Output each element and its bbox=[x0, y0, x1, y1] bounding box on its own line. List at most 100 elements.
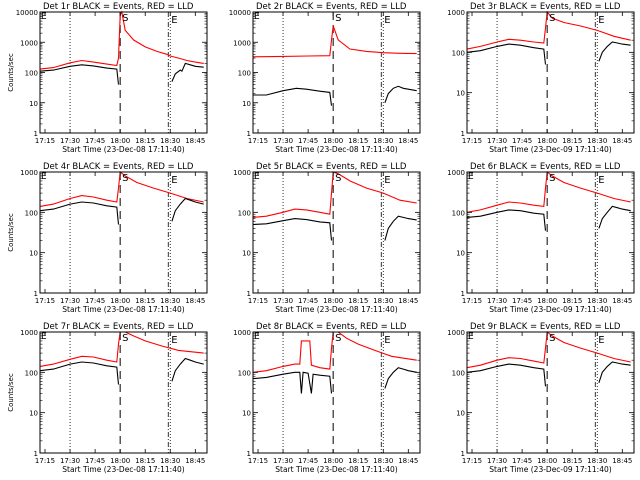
y-tick-label: 10 bbox=[242, 250, 251, 258]
y-tick-label: 1000 bbox=[20, 329, 38, 337]
y-tick-label: 100 bbox=[238, 209, 251, 217]
end-marker-label-top: E bbox=[254, 12, 260, 22]
start-marker-label: S bbox=[122, 173, 128, 184]
end-marker-label: E bbox=[598, 335, 604, 346]
series-line-2 bbox=[39, 201, 120, 225]
series-line-2 bbox=[252, 218, 333, 241]
end-marker-label: E bbox=[171, 335, 177, 346]
y-tick-label: 100 bbox=[452, 49, 465, 57]
series-line-3 bbox=[171, 357, 204, 382]
chart-title: Det 9r BLACK = Events, RED = LLD bbox=[470, 322, 621, 332]
x-tick-label: 18:15 bbox=[348, 457, 368, 465]
x-tick-label: 18:00 bbox=[537, 297, 557, 305]
x-tick-label: 18:45 bbox=[185, 457, 205, 465]
x-tick-label: 17:30 bbox=[60, 457, 80, 465]
end-marker-label: E bbox=[171, 15, 177, 26]
x-tick-label: 17:15 bbox=[248, 457, 268, 465]
y-tick-label: 10 bbox=[29, 250, 38, 258]
plot-frame bbox=[39, 171, 208, 294]
x-axis-label: Start Time (23-Dec-09 17:11:40) bbox=[489, 465, 611, 474]
y-tick-label: 100 bbox=[25, 70, 38, 78]
y-tick-label: 1 bbox=[461, 130, 465, 138]
plot-frame bbox=[252, 331, 421, 454]
x-tick-label: 18:15 bbox=[135, 137, 155, 145]
end-marker-label: E bbox=[384, 335, 390, 346]
chart-title: Det 8r BLACK = Events, RED = LLD bbox=[256, 322, 407, 332]
x-axis-label: Start Time (23-Dec-08 17:11:40) bbox=[275, 305, 397, 314]
x-tick-label: 17:15 bbox=[248, 297, 268, 305]
chart-title: Det 6r BLACK = Events, RED = LLD bbox=[470, 162, 621, 172]
series-line-3 bbox=[598, 361, 631, 383]
x-tick-label: 17:30 bbox=[487, 297, 507, 305]
series-line-1 bbox=[466, 10, 631, 50]
series-line-2 bbox=[39, 361, 120, 385]
chart-title: Det 7r BLACK = Events, RED = LLD bbox=[43, 322, 194, 332]
x-tick-label: 18:30 bbox=[587, 457, 607, 465]
series-line-3 bbox=[598, 205, 631, 229]
end-marker-label: E bbox=[384, 175, 390, 186]
y-tick-label: 100 bbox=[25, 209, 38, 217]
y-tick-label: 1 bbox=[247, 450, 251, 458]
y-tick-label: 1000 bbox=[20, 169, 38, 177]
x-tick-label: 18:45 bbox=[185, 297, 205, 305]
series-line-1 bbox=[252, 25, 417, 58]
x-tick-label: 18:30 bbox=[373, 457, 393, 465]
plot-frame bbox=[39, 331, 208, 454]
start-marker-label: S bbox=[335, 173, 341, 184]
x-tick-label: 18:00 bbox=[323, 297, 343, 305]
x-tick-label: 17:45 bbox=[512, 137, 532, 145]
x-tick-label: 18:00 bbox=[110, 297, 130, 305]
start-marker-label: S bbox=[549, 173, 555, 184]
x-tick-label: 17:45 bbox=[85, 137, 105, 145]
y-tick-label: 1 bbox=[34, 130, 38, 138]
x-tick-label: 17:15 bbox=[35, 457, 55, 465]
x-axis-label: Start Time (23-Dec-08 17:11:40) bbox=[62, 305, 184, 314]
x-tick-label: 18:15 bbox=[348, 137, 368, 145]
chart-title: Det 4r BLACK = Events, RED = LLD bbox=[43, 162, 194, 172]
end-marker-label-top: E bbox=[41, 172, 47, 182]
y-tick-label: 100 bbox=[452, 209, 465, 217]
y-axis-label: Counts/sec bbox=[7, 373, 15, 412]
x-tick-label: 17:45 bbox=[85, 457, 105, 465]
x-tick-label: 18:30 bbox=[160, 457, 180, 465]
series-line-2 bbox=[252, 371, 333, 394]
series-line-2 bbox=[39, 64, 120, 85]
x-axis-label: Start Time (23-Dec-09 17:11:40) bbox=[489, 145, 611, 154]
series-line-1 bbox=[39, 331, 204, 367]
x-tick-label: 18:30 bbox=[373, 137, 393, 145]
x-tick-label: 18:45 bbox=[612, 137, 632, 145]
x-tick-label: 18:45 bbox=[612, 297, 632, 305]
end-marker-label-top: E bbox=[468, 332, 474, 342]
plot-frame bbox=[252, 11, 421, 134]
series-line-1 bbox=[39, 170, 204, 207]
series-line-2 bbox=[466, 43, 547, 65]
x-tick-label: 18:00 bbox=[323, 137, 343, 145]
x-tick-label: 17:45 bbox=[512, 457, 532, 465]
series-line-2 bbox=[466, 363, 547, 387]
x-tick-label: 17:30 bbox=[273, 457, 293, 465]
x-tick-label: 18:45 bbox=[398, 297, 418, 305]
x-tick-label: 17:30 bbox=[273, 297, 293, 305]
y-axis-label: Counts/sec bbox=[7, 213, 15, 252]
x-tick-label: 18:15 bbox=[135, 297, 155, 305]
start-marker-label: S bbox=[335, 333, 341, 344]
x-axis-label: Start Time (23-Dec-08 17:11:40) bbox=[275, 465, 397, 474]
x-tick-label: 17:45 bbox=[298, 457, 318, 465]
y-tick-label: 1 bbox=[247, 290, 251, 298]
x-tick-label: 17:30 bbox=[60, 137, 80, 145]
x-tick-label: 18:30 bbox=[587, 297, 607, 305]
chart-title: Det 1r BLACK = Events, RED = LLD bbox=[43, 2, 194, 12]
series-line-1 bbox=[252, 171, 417, 218]
y-tick-label: 10 bbox=[242, 100, 251, 108]
x-tick-label: 17:30 bbox=[487, 457, 507, 465]
y-tick-label: 10 bbox=[242, 410, 251, 418]
x-tick-label: 18:00 bbox=[537, 457, 557, 465]
end-marker-label-top: E bbox=[254, 172, 260, 182]
x-tick-label: 17:30 bbox=[60, 297, 80, 305]
y-axis-label: Counts/sec bbox=[7, 53, 15, 92]
x-tick-label: 18:00 bbox=[110, 457, 130, 465]
y-tick-label: 1000 bbox=[447, 9, 465, 17]
